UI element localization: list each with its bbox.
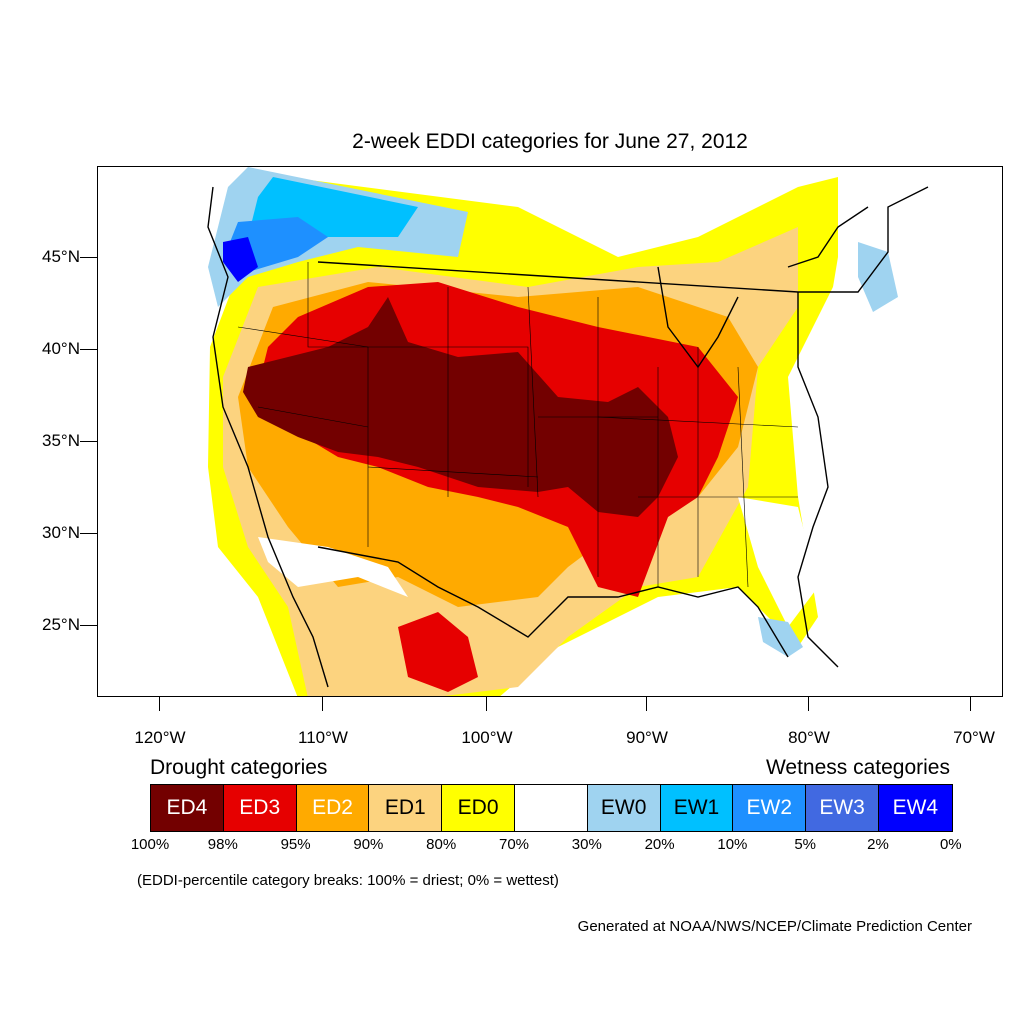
lat-label-35: 35°N [42,431,80,450]
lon-label-120: 120°W [134,728,186,747]
eddi-map [207,167,929,696]
legend-break-label: 30% [571,836,602,853]
lon-tick [159,697,160,711]
coastline-outline [207,186,929,688]
region-ed4 [243,297,678,517]
lon-tick [808,697,809,711]
legend-break-label: 0% [939,836,962,853]
lat-tick [80,441,97,442]
lon-label-90: 90°W [626,728,668,747]
lon-label-80: 80°W [788,728,830,747]
lon-tick [322,697,323,711]
lon-tick [486,697,487,711]
map-title: 2-week EDDI categories for June 27, 2012 [352,130,748,153]
lon-tick [646,697,647,711]
category-note: (EDDI-percentile category breaks: 100% =… [137,872,559,889]
legend-box-ed4: ED4 [151,785,224,831]
legend-box-ew3: EW3 [806,785,879,831]
lon-label-70: 70°W [953,728,995,747]
legend-break-label: 70% [498,836,530,853]
lat-label-40: 40°N [42,339,80,358]
legend-break-label: 10% [717,836,748,853]
lat-tick [80,625,97,626]
credit-text: Generated at NOAA/NWS/NCEP/Climate Predi… [577,918,972,935]
legend-box-ew1: EW1 [660,785,734,831]
legend-box-neutral [514,785,588,831]
legend-break-label: 80% [426,836,457,853]
region-neutral-se [738,497,818,627]
legend-color-bar: ED4 ED3 ED2 ED1 ED0 EW0 EW1 EW2 EW3 EW4 [150,784,953,832]
legend-break-label: 100% [130,836,170,853]
state-borders [237,262,799,588]
legend-break-label: 95% [280,836,311,853]
legend-box-ed0: ED0 [442,785,515,831]
lat-label-45: 45°N [42,247,80,266]
legend-box-ew4: EW4 [878,785,952,831]
lat-label-25: 25°N [42,615,80,634]
lat-tick [80,257,97,258]
lat-tick [80,349,97,350]
legend-break-label: 20% [644,836,675,853]
legend-break-label: 90% [353,836,384,853]
wetness-heading: Wetness categories [765,756,950,779]
lat-tick [80,533,97,534]
lon-label-110: 110°W [298,728,348,747]
map-panel [97,166,1003,697]
legend-box-ed1: ED1 [369,785,443,831]
region-neutral-sw [258,537,408,597]
region-ed3-mexico [398,612,478,692]
legend-break-label: 5% [794,836,817,853]
region-ew4-nw [223,237,258,282]
legend-box-ew2: EW2 [733,785,807,831]
legend-box-ew0: EW0 [587,785,661,831]
lon-tick [970,697,971,711]
legend-break-label: 2% [867,836,889,853]
legend-box-ed2: ED2 [296,785,370,831]
lon-label-100: 100°W [461,728,513,747]
legend-break-label: 98% [207,836,238,853]
lat-label-30: 30°N [42,523,80,542]
region-ew0-ne [858,242,898,312]
legend-box-ed3: ED3 [223,785,297,831]
drought-heading: Drought categories [150,756,328,779]
